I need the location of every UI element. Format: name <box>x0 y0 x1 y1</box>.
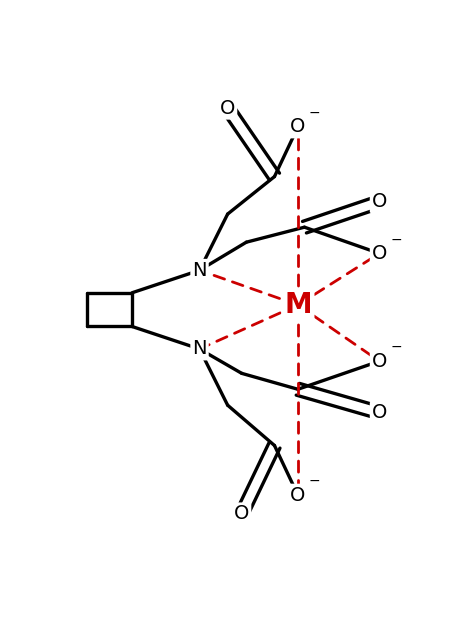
Text: N: N <box>192 339 207 359</box>
Text: O: O <box>372 244 387 263</box>
Text: O: O <box>372 193 387 211</box>
Text: O: O <box>290 117 306 137</box>
Text: O: O <box>220 99 235 117</box>
Text: N: N <box>192 261 207 280</box>
Text: −: − <box>391 340 402 354</box>
Text: −: − <box>391 232 402 246</box>
Text: O: O <box>372 352 387 371</box>
Text: O: O <box>234 505 249 523</box>
Text: M: M <box>284 291 312 319</box>
Text: O: O <box>372 403 387 422</box>
Text: −: − <box>309 474 320 488</box>
Text: −: − <box>309 106 320 120</box>
Text: O: O <box>290 486 306 505</box>
